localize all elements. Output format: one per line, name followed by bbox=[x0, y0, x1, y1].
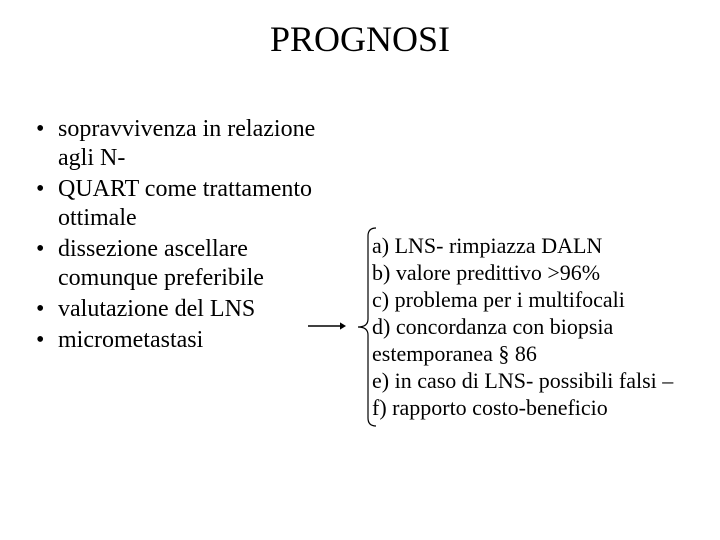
left-column: sopravvivenza in relazione agli N- QUART… bbox=[34, 115, 344, 357]
slide: PROGNOSI sopravvivenza in relazione agli… bbox=[0, 0, 720, 540]
title-text: PROGNOSI bbox=[270, 19, 450, 59]
list-item: micrometastasi bbox=[34, 326, 344, 355]
line-item: d) concordanza con biopsia bbox=[372, 313, 702, 340]
bullet-text: micrometastasi bbox=[58, 327, 203, 353]
bullet-text: dissezione ascellare comunque preferibil… bbox=[58, 236, 264, 291]
list-item: QUART come trattamento ottimale bbox=[34, 175, 344, 233]
line-item: f) rapporto costo-beneficio bbox=[372, 394, 702, 421]
line-text: a) LNS- rimpiazza DALN bbox=[372, 233, 602, 258]
bullet-text: sopravvivenza in relazione agli N- bbox=[58, 116, 315, 171]
line-item: c) problema per i multifocali bbox=[372, 286, 702, 313]
bullet-text: QUART come trattamento ottimale bbox=[58, 176, 312, 231]
right-column: a) LNS- rimpiazza DALN b) valore preditt… bbox=[372, 232, 702, 421]
line-item: estemporanea § 86 bbox=[372, 340, 702, 367]
line-text: c) problema per i multifocali bbox=[372, 287, 625, 312]
line-text: d) concordanza con biopsia bbox=[372, 314, 613, 339]
slide-title: PROGNOSI bbox=[0, 18, 720, 60]
line-text: estemporanea § 86 bbox=[372, 341, 537, 366]
bullet-text: valutazione del LNS bbox=[58, 296, 255, 322]
line-text: b) valore predittivo >96% bbox=[372, 260, 600, 285]
list-item: sopravvivenza in relazione agli N- bbox=[34, 115, 344, 173]
list-item: valutazione del LNS bbox=[34, 295, 344, 324]
list-item: dissezione ascellare comunque preferibil… bbox=[34, 235, 344, 293]
line-item: a) LNS- rimpiazza DALN bbox=[372, 232, 702, 259]
line-text: e) in caso di LNS- possibili falsi – bbox=[372, 368, 673, 393]
line-text: f) rapporto costo-beneficio bbox=[372, 395, 608, 420]
line-item: b) valore predittivo >96% bbox=[372, 259, 702, 286]
bullet-list: sopravvivenza in relazione agli N- QUART… bbox=[34, 115, 344, 355]
line-item: e) in caso di LNS- possibili falsi – bbox=[372, 367, 702, 394]
